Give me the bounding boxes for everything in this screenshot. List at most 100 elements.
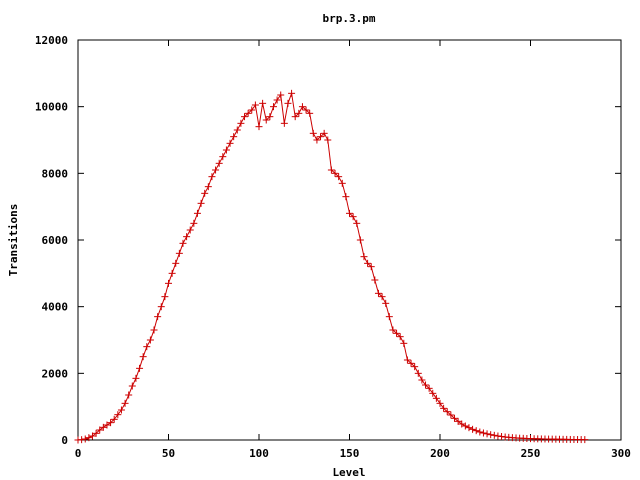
data-point bbox=[244, 109, 252, 117]
data-point bbox=[222, 146, 230, 154]
data-point bbox=[393, 329, 401, 337]
data-point bbox=[280, 119, 288, 127]
data-point bbox=[273, 96, 281, 104]
series-layer bbox=[74, 89, 589, 444]
data-point bbox=[165, 279, 172, 287]
x-tick-label: 100 bbox=[249, 447, 269, 460]
data-point bbox=[469, 425, 477, 433]
data-point bbox=[183, 233, 191, 241]
data-point bbox=[487, 431, 495, 439]
data-point bbox=[302, 106, 310, 114]
data-point bbox=[385, 313, 393, 321]
data-point bbox=[327, 166, 335, 174]
data-point bbox=[396, 333, 404, 341]
data-point bbox=[313, 136, 321, 144]
data-point bbox=[349, 213, 357, 221]
data-point bbox=[237, 119, 245, 127]
data-point bbox=[190, 219, 198, 227]
data-point bbox=[454, 417, 462, 425]
y-tick-label: 12000 bbox=[35, 34, 68, 47]
data-point bbox=[266, 113, 274, 121]
data-point bbox=[407, 359, 415, 367]
data-point bbox=[143, 343, 151, 351]
data-point bbox=[251, 101, 259, 109]
y-tick-label: 2000 bbox=[42, 367, 69, 380]
chart-title: brp.3.pm bbox=[323, 12, 376, 25]
data-point bbox=[367, 263, 375, 271]
data-point bbox=[346, 209, 353, 217]
data-point bbox=[284, 99, 292, 107]
data-point bbox=[241, 113, 249, 121]
data-point bbox=[121, 399, 129, 407]
data-point bbox=[360, 253, 368, 261]
data-point bbox=[414, 369, 422, 377]
data-point bbox=[78, 436, 86, 444]
data-point bbox=[179, 239, 187, 247]
y-tick-label: 8000 bbox=[42, 167, 69, 180]
data-point bbox=[262, 116, 270, 124]
data-point bbox=[161, 293, 169, 301]
data-point bbox=[291, 113, 299, 121]
data-point bbox=[226, 139, 234, 147]
data-point bbox=[353, 219, 361, 227]
data-point bbox=[490, 431, 498, 439]
y-tick-label: 0 bbox=[61, 434, 68, 447]
data-point bbox=[107, 419, 115, 427]
data-point bbox=[324, 136, 332, 144]
data-point bbox=[425, 384, 433, 392]
data-point bbox=[432, 394, 440, 402]
data-point bbox=[581, 436, 589, 444]
data-point bbox=[99, 423, 107, 431]
data-point bbox=[422, 381, 430, 389]
x-tick-label: 250 bbox=[521, 447, 541, 460]
data-point bbox=[215, 159, 223, 167]
data-point bbox=[371, 276, 379, 284]
data-point bbox=[110, 415, 118, 423]
data-point bbox=[201, 189, 209, 197]
data-point bbox=[288, 89, 296, 97]
data-point bbox=[208, 173, 216, 181]
data-point bbox=[443, 408, 451, 416]
data-point bbox=[212, 166, 220, 174]
data-point bbox=[298, 103, 306, 111]
data-point bbox=[255, 123, 263, 131]
data-point bbox=[483, 430, 491, 438]
x-tick-label: 200 bbox=[430, 447, 450, 460]
x-tick-label: 150 bbox=[340, 447, 360, 460]
data-point bbox=[389, 326, 397, 334]
x-tick-label: 300 bbox=[611, 447, 631, 460]
data-point bbox=[81, 435, 89, 443]
data-point bbox=[117, 406, 125, 414]
data-point bbox=[230, 133, 238, 141]
data-point bbox=[306, 109, 314, 117]
data-point bbox=[168, 269, 176, 277]
data-point bbox=[317, 133, 325, 141]
series-line bbox=[77, 93, 585, 441]
y-tick-label: 4000 bbox=[42, 301, 69, 314]
data-point bbox=[418, 376, 426, 384]
y-axis-title: Transitions bbox=[7, 204, 20, 277]
x-tick-label: 0 bbox=[75, 447, 82, 460]
data-point bbox=[219, 153, 227, 161]
data-point bbox=[248, 106, 256, 114]
data-point bbox=[125, 391, 133, 399]
x-axis-title: Level bbox=[332, 466, 365, 479]
data-point bbox=[400, 339, 408, 347]
data-point bbox=[429, 389, 437, 397]
data-point bbox=[186, 226, 194, 234]
data-point bbox=[309, 129, 317, 137]
data-point bbox=[193, 209, 201, 217]
data-point bbox=[85, 434, 93, 442]
data-point bbox=[342, 193, 350, 201]
data-point bbox=[88, 432, 96, 440]
data-point bbox=[150, 326, 158, 334]
data-point bbox=[175, 249, 183, 257]
data-point bbox=[157, 303, 165, 311]
data-point bbox=[136, 364, 144, 372]
data-point bbox=[403, 356, 411, 364]
data-point bbox=[139, 353, 147, 361]
data-point bbox=[479, 429, 487, 437]
data-point bbox=[461, 422, 469, 430]
data-point bbox=[447, 411, 455, 419]
